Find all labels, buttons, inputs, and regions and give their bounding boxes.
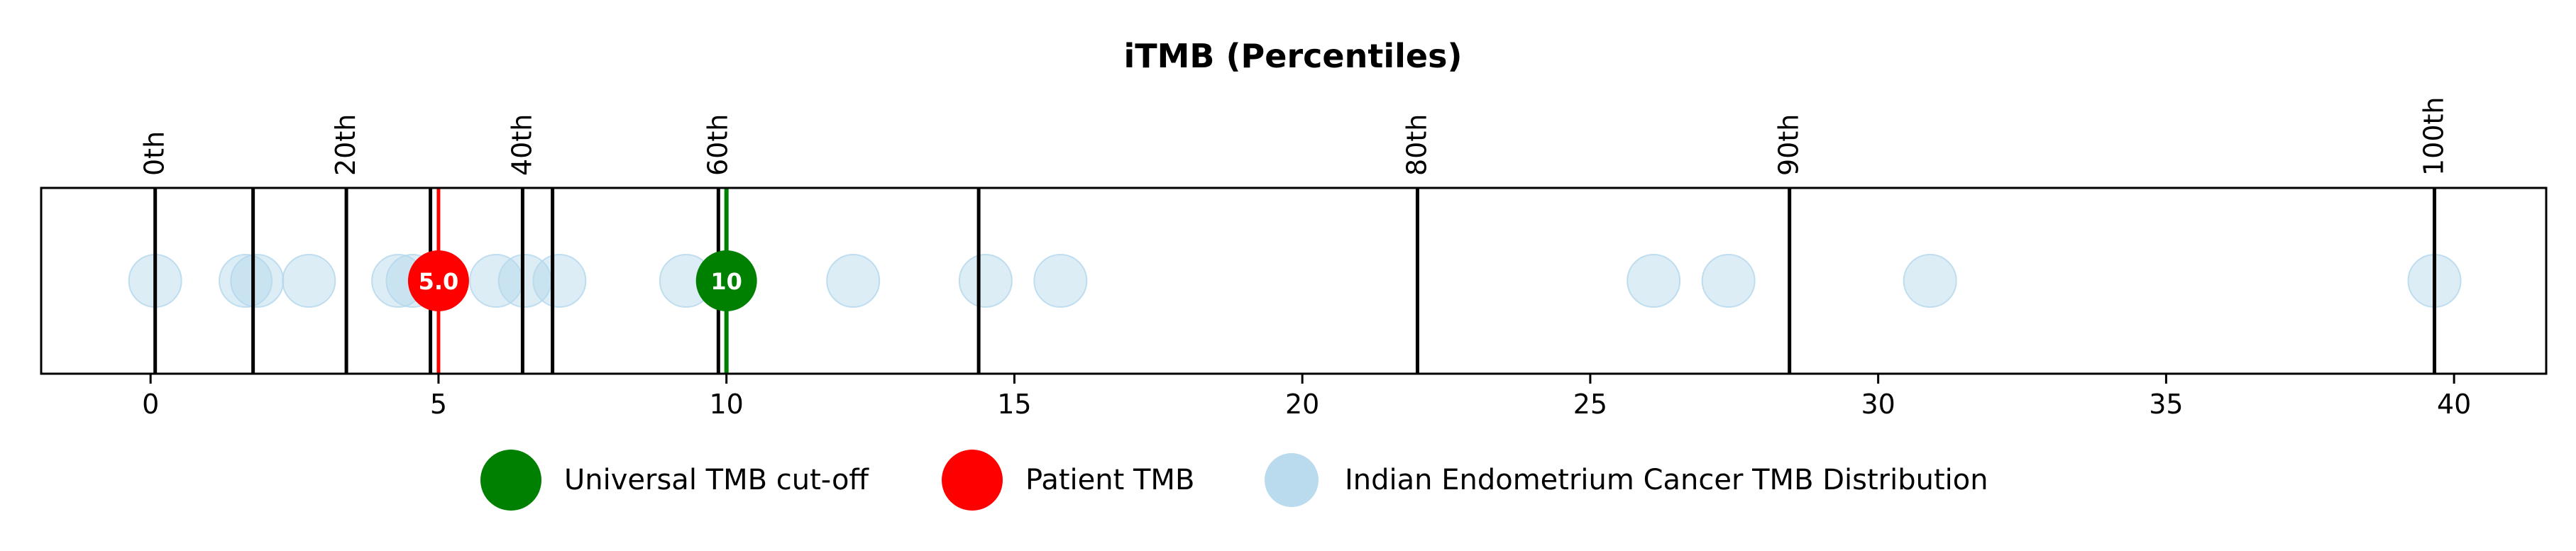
distribution-point	[1701, 254, 1756, 308]
x-tick-label: 25	[1573, 389, 1607, 420]
legend-marker	[1265, 453, 1319, 507]
plot-frame	[40, 187, 2548, 375]
percentile-labels: 0th 20th 40th 60th 80th 90th 100th	[139, 96, 2450, 176]
legend-label: Universal TMB cut-off	[564, 464, 869, 496]
distribution-point	[1626, 254, 1681, 308]
legend-label: Patient TMB	[1025, 464, 1194, 496]
legend-label: Indian Endometrium Cancer TMB Distributi…	[1345, 464, 1988, 496]
distribution-point	[826, 254, 881, 308]
percentile-label: 90th	[1773, 114, 1805, 176]
distribution-layer	[128, 254, 2462, 308]
x-tick-label: 35	[2149, 389, 2183, 420]
patient-value-label: 5.0	[419, 268, 459, 295]
legend: Universal TMB cut-off Patient TMB Indian E…	[480, 450, 1988, 511]
distribution-point	[230, 254, 285, 308]
percentile-label: 20th	[330, 114, 361, 176]
x-tick-label: 20	[1285, 389, 1319, 420]
x-tick-label: 10	[709, 389, 743, 420]
percentile-label: 80th	[1401, 114, 1432, 176]
x-axis: 0 5 10 15 20 25 30 35 40	[142, 374, 2471, 420]
distribution-point	[219, 254, 273, 308]
percentile-label: 0th	[139, 131, 170, 176]
percentile-label: 60th	[702, 114, 733, 176]
x-tick-label: 5	[430, 389, 447, 420]
legend-marker	[942, 450, 1003, 511]
chart-title: iTMB (Percentiles)	[1124, 37, 1463, 75]
distribution-point	[1903, 254, 1957, 308]
percentile-label: 100th	[2418, 96, 2450, 176]
legend-marker	[480, 450, 541, 511]
x-tick-label: 40	[2437, 389, 2471, 420]
x-tick-label: 30	[1861, 389, 1895, 420]
distribution-point	[1033, 254, 1088, 308]
patient-marker	[407, 250, 469, 311]
x-tick-label: 0	[142, 389, 159, 420]
percentile-label: 40th	[506, 114, 537, 176]
cutoff-value-label: 10	[710, 268, 742, 295]
distribution-point	[282, 254, 336, 308]
markers-layer: 105.0	[407, 188, 757, 374]
cutoff-marker	[695, 250, 757, 311]
distribution-point	[532, 254, 587, 308]
x-tick-label: 15	[997, 389, 1031, 420]
distribution-point	[958, 254, 1013, 308]
